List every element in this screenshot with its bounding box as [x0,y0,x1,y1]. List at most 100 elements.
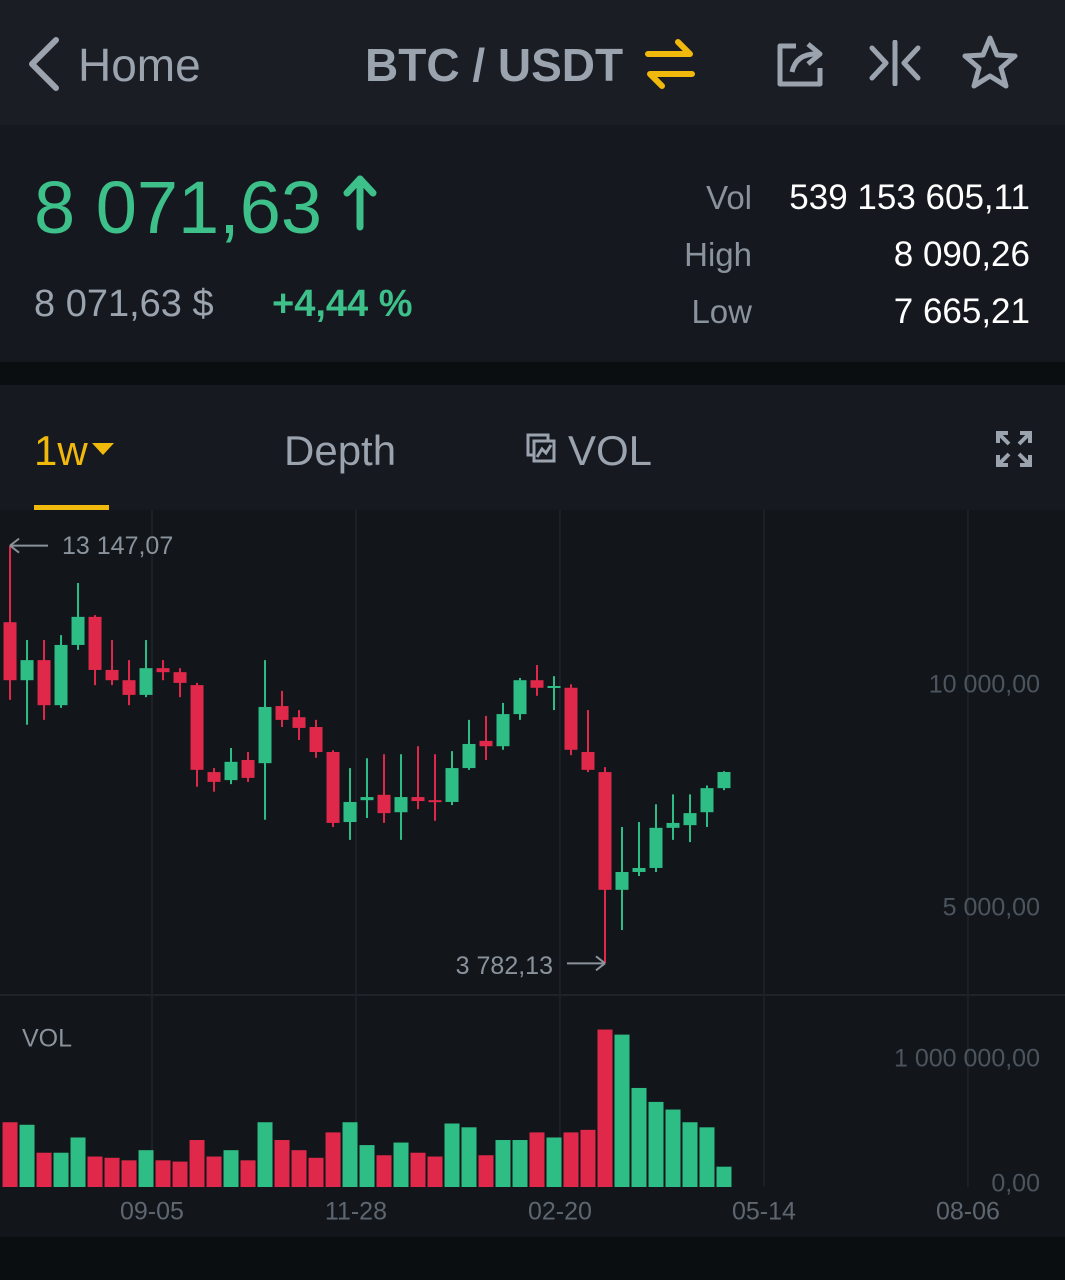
candle-body [105,669,119,681]
stat-label: Vol [706,179,752,216]
y-tick-label: 1 000 000,00 [894,1045,1040,1073]
volume-bar [53,1152,69,1187]
vol-tab[interactable]: VOL [568,427,653,474]
candle-body [292,717,306,728]
volume-bar [138,1150,154,1187]
volume-bar [2,1122,18,1187]
candle-body [156,668,170,673]
candle-body [615,871,629,890]
ticker-panel: 8 071,63 8 071,63 $ +4,44 % Vol High Low… [0,125,1065,362]
volume-bar [631,1087,647,1187]
candle-body [564,687,578,750]
interval-tab[interactable]: 1w [34,427,88,474]
candle-body [139,668,153,695]
candle-body [173,672,187,683]
volume-bar [308,1157,324,1187]
candle-body [88,616,102,670]
candle-body [343,801,357,823]
volume-bar [104,1157,120,1187]
candle-body [700,788,714,813]
stat-value: 539 153 605,11 [789,178,1030,217]
candle-body [190,685,204,770]
candle-body [122,680,136,695]
x-tick-label: 11-28 [325,1198,387,1226]
candle-body [326,752,340,823]
volume-bar [614,1034,630,1187]
candle-body [649,827,663,868]
volume-bar [325,1132,341,1187]
candle-body [394,797,408,813]
x-tick-label: 09-05 [120,1198,184,1226]
y-tick-label: 0,00 [991,1170,1040,1198]
volume-bar [36,1152,52,1187]
volume-bar [240,1160,256,1187]
candle-body [445,768,459,802]
volume-bar [444,1123,460,1187]
back-label[interactable]: Home [78,39,201,91]
volume-bar [291,1150,307,1187]
stat-value: 8 090,26 [893,235,1030,274]
price-usd: 8 071,63 $ [34,283,214,325]
volume-bar [461,1127,477,1187]
candle-body [530,680,544,688]
vol-icon [526,433,556,463]
volume-bar [716,1166,732,1187]
volume-bar [121,1160,137,1187]
candle-body [275,706,289,720]
volume-bar [172,1161,188,1187]
stat-values: 539 153 605,11 8 090,26 7 665,21 [760,169,1030,340]
candle-body [581,752,595,770]
volume-bar [410,1152,426,1187]
volume-bar [393,1142,409,1187]
share-icon[interactable] [776,38,826,88]
high-annotation: 13 147,07 [62,532,173,560]
low-arrow [567,955,606,972]
volume-bar [682,1122,698,1187]
top-bar: Home BTC / USDT [0,0,1065,125]
dropdown-icon [92,443,114,455]
active-tab-indicator [34,505,109,510]
candle-body [683,813,697,826]
candle-body [513,680,527,715]
volume-bar [427,1156,443,1187]
candle-body [496,714,510,747]
volume-bar [189,1140,205,1187]
candle-body [666,822,680,828]
volume-bar [563,1132,579,1187]
volume-bar [342,1122,358,1187]
swap-icon[interactable] [644,36,696,92]
volume-bar [206,1156,222,1187]
volume-bar [665,1109,681,1187]
last-price: 8 071,63 [34,166,323,249]
x-tick-label: 08-06 [936,1198,1000,1226]
chart-background [0,510,1065,1237]
candle-body [360,797,374,801]
compare-icon[interactable] [868,40,922,86]
candle-body [377,794,391,814]
change-percent: +4,44 % [272,283,413,325]
volume-bar [478,1155,494,1187]
volume-bar [155,1160,171,1187]
favorite-icon[interactable] [960,34,1020,92]
candle-body [54,644,68,706]
fullscreen-icon[interactable] [996,431,1032,467]
candle-body [71,616,85,645]
candle-body [632,867,646,872]
volume-bar [87,1156,103,1187]
volume-bar [257,1122,273,1187]
volume-bar [376,1155,392,1187]
volume-bar [597,1029,613,1187]
back-icon[interactable] [24,36,64,92]
depth-tab[interactable]: Depth [284,427,397,474]
x-tick-label: 05-14 [732,1198,796,1226]
volume-bar [648,1101,664,1187]
volume-bar [546,1137,562,1187]
volume-bar [274,1140,290,1187]
candle-body [598,772,612,890]
pair-title[interactable]: BTC / USDT [365,39,624,91]
volume-bar [512,1140,528,1187]
chart: VOL 09-05 11-28 02-20 05-14 08-06 10 000,00 5 … [0,510,1065,1237]
candle-body [241,760,255,778]
volume-bar [19,1124,35,1187]
